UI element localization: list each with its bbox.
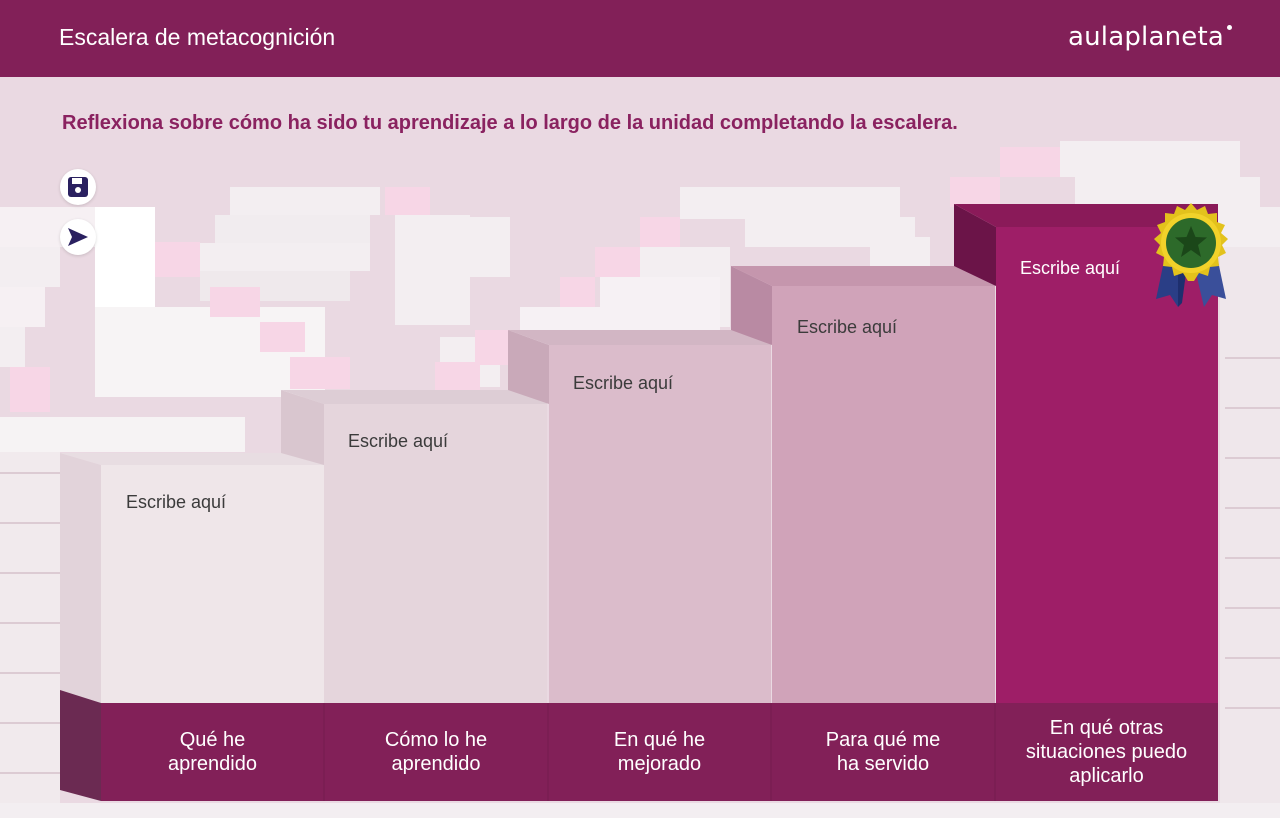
step-1-label-line: aprendido	[168, 753, 257, 775]
award-medal-icon	[1154, 203, 1228, 307]
save-icon	[68, 177, 88, 197]
step-2-label-line: Cómo lo he	[384, 729, 488, 751]
brand-name: aulaplaneta	[1067, 22, 1224, 52]
step-4-label-line: Para qué me	[825, 729, 941, 751]
step-1-top	[60, 453, 324, 465]
step-3-input[interactable]: Escribe aquí	[573, 373, 674, 393]
step-2-top	[281, 390, 547, 404]
step-3-side	[508, 330, 549, 404]
step-2-label: Cómo lo he aprendido	[324, 703, 548, 801]
step-5-label-line: aplicarlo	[1069, 765, 1144, 787]
step-4-input[interactable]: Escribe aquí	[797, 317, 898, 337]
step-4-label-line: ha servido	[836, 753, 930, 775]
step-5-input[interactable]: Escribe aquí	[1020, 258, 1121, 278]
label-band	[101, 703, 1218, 801]
step-5-label: En qué otras situaciones puedo aplicarlo	[995, 703, 1218, 801]
step-5-label-line: situaciones puedo	[1025, 741, 1188, 763]
step-5-side	[954, 204, 996, 286]
send-button[interactable]	[60, 219, 96, 255]
step-1-label-line: Qué he	[179, 729, 246, 751]
brand-dot	[1227, 25, 1232, 30]
step-3-top	[508, 330, 771, 345]
step-4-side	[731, 266, 772, 345]
step-1-input[interactable]: Escribe aquí	[126, 492, 227, 512]
step-2-input[interactable]: Escribe aquí	[348, 431, 449, 451]
step-1-front	[101, 465, 324, 703]
step-4-top	[731, 266, 995, 286]
page-title: Escalera de metacognición	[59, 24, 336, 50]
step-3-front	[549, 345, 771, 703]
label-band-side	[60, 690, 101, 801]
step-5-top	[954, 204, 1218, 227]
save-button[interactable]	[60, 169, 96, 205]
step-2-front	[324, 404, 547, 703]
step-5-label-line: En qué otras	[1049, 717, 1164, 739]
app-header: Escalera de metacognición aulaplaneta	[0, 0, 1280, 77]
step-2-side	[281, 390, 324, 465]
step-4-label: Para qué me ha servido	[771, 703, 995, 801]
step-1-label: Qué he aprendido	[101, 703, 324, 801]
step-2-label-line: aprendido	[391, 753, 481, 775]
step-4-front	[772, 286, 995, 703]
step-1-side	[60, 453, 101, 703]
step-3-label-line: mejorado	[617, 753, 702, 775]
step-3-label: En qué he mejorado	[548, 703, 771, 801]
instruction-text: Reflexiona sobre cómo ha sido tu aprendi…	[62, 112, 958, 134]
send-icon	[68, 228, 88, 246]
step-5-front	[996, 227, 1218, 703]
brand-logo: aulaplaneta	[1067, 22, 1232, 52]
step-3-label-line: En qué he	[613, 729, 706, 751]
